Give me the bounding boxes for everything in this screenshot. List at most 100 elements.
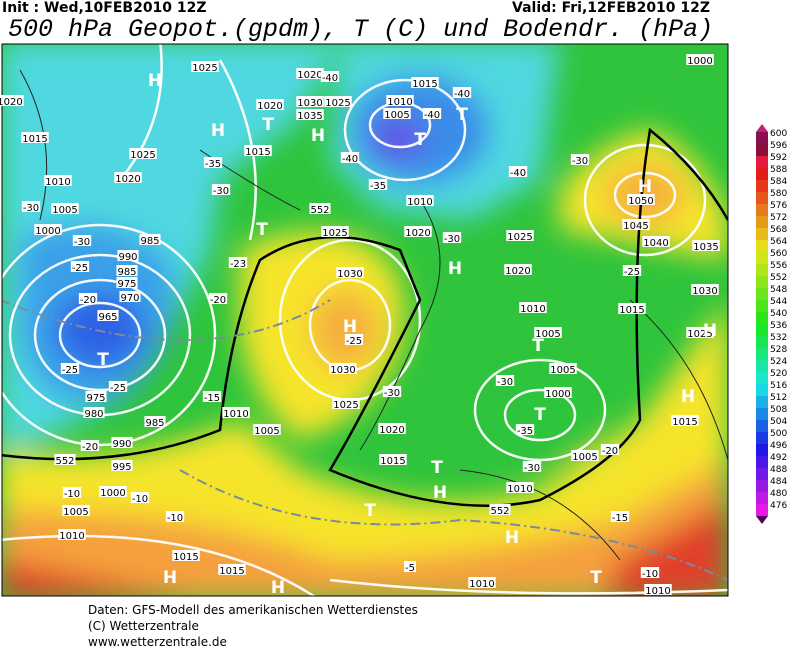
pressure-center: H: [448, 259, 462, 279]
label-text: 1000: [100, 488, 125, 499]
isobar-label: 1025: [324, 96, 352, 109]
label-text: -25: [62, 365, 78, 376]
colorbar-swatch: [756, 276, 768, 288]
pressure-center: T: [97, 350, 109, 370]
label-box: [51, 203, 79, 214]
label-text: 1010: [59, 531, 84, 542]
label-box: [54, 454, 76, 465]
label-box: [378, 423, 406, 434]
label-box: [256, 99, 284, 110]
isobar-label: 1020: [404, 226, 432, 239]
label-box: [202, 391, 222, 402]
isobar-label: 1015: [411, 77, 439, 90]
colorbar-swatch: [756, 420, 768, 432]
label-box: [506, 230, 534, 241]
label-text: 970: [120, 293, 139, 304]
label-box: [21, 132, 49, 143]
label-box: [324, 96, 352, 107]
label-text: 1000: [545, 389, 570, 400]
label-box: [442, 232, 462, 243]
label-box: [44, 175, 72, 186]
label-text: 552: [55, 456, 74, 467]
colorbar-label: 588: [770, 165, 787, 175]
isobar-label: 1045: [622, 219, 650, 232]
colorbar-swatch: [756, 288, 768, 300]
label-text: -23: [230, 259, 246, 270]
label-text: 1020: [379, 425, 404, 436]
label-text: 1015: [245, 147, 270, 158]
label-text: 985: [145, 418, 164, 429]
isobar-label: 985: [116, 265, 138, 278]
label-box: [111, 437, 133, 448]
pressure-center: H: [638, 177, 652, 197]
colorbar-label: 516: [770, 381, 787, 391]
colorbar-label: 536: [770, 321, 787, 331]
isobar-label: 975: [85, 391, 107, 404]
label-text: 552: [490, 506, 509, 517]
label-text: 1030: [692, 286, 717, 297]
colorbar-label: 476: [770, 501, 787, 511]
label-text: 975: [86, 393, 105, 404]
label-box: [60, 363, 80, 374]
label-box: [62, 487, 82, 498]
label-box: [622, 265, 642, 276]
label-text: 1020: [505, 266, 530, 277]
colorbar-swatch: [756, 252, 768, 264]
label-box: [519, 302, 547, 313]
colorbar-swatch: [756, 180, 768, 192]
label-box: [58, 529, 86, 540]
label-text: 1045: [623, 221, 648, 232]
label-text: 1020: [257, 101, 282, 112]
colorbar-label: 576: [770, 201, 787, 211]
label-box: [130, 492, 150, 503]
isobar-label: -35: [368, 179, 388, 192]
pressure-center: T: [414, 130, 426, 150]
label-box: [644, 584, 672, 595]
label-text: 1025: [192, 63, 217, 74]
colorbar-swatch: [756, 348, 768, 360]
label-box: [340, 152, 360, 163]
label-box: [691, 284, 719, 295]
label-box: [296, 109, 324, 120]
label-text: 1005: [384, 110, 409, 121]
label-text: -30: [444, 234, 460, 245]
label-box: [495, 375, 515, 386]
label-box: [208, 293, 228, 304]
label-box: [404, 561, 416, 572]
isobar-label: 1015: [21, 132, 49, 145]
colorbar-label: 512: [770, 393, 787, 403]
label-box: [570, 154, 590, 165]
label-text: -5: [405, 563, 415, 574]
label-box: [622, 219, 650, 230]
label-text: 1010: [469, 579, 494, 590]
isobar-label: 1025: [129, 148, 157, 161]
label-box: [489, 504, 511, 515]
label-text: 1025: [322, 228, 347, 239]
label-box: [534, 327, 562, 338]
pressure-center: H: [163, 568, 177, 588]
pressure-center: H: [505, 528, 519, 548]
label-box: [72, 235, 92, 246]
label-box: [108, 381, 128, 392]
label-text: -30: [497, 377, 513, 388]
label-box: [165, 511, 185, 522]
isobar-label: -40: [508, 166, 528, 179]
label-text: 985: [140, 236, 159, 247]
pressure-center: T: [431, 458, 443, 478]
colorbar-label: 524: [770, 357, 787, 367]
label-box: [627, 194, 655, 205]
colorbar-label: 596: [770, 141, 787, 151]
isobar-label: 1015: [671, 415, 699, 428]
label-text: 1010: [520, 304, 545, 315]
valid-time: Valid: Fri,12FEB2010 12Z: [512, 0, 711, 16]
label-text: -40: [424, 110, 440, 121]
colorbar-label: 580: [770, 189, 787, 199]
label-box: [571, 450, 599, 461]
pressure-center: T: [262, 115, 274, 135]
isobar-label: 1010: [506, 482, 534, 495]
label-box: [404, 226, 432, 237]
label-text: 1025: [333, 400, 358, 411]
label-box: [544, 387, 572, 398]
